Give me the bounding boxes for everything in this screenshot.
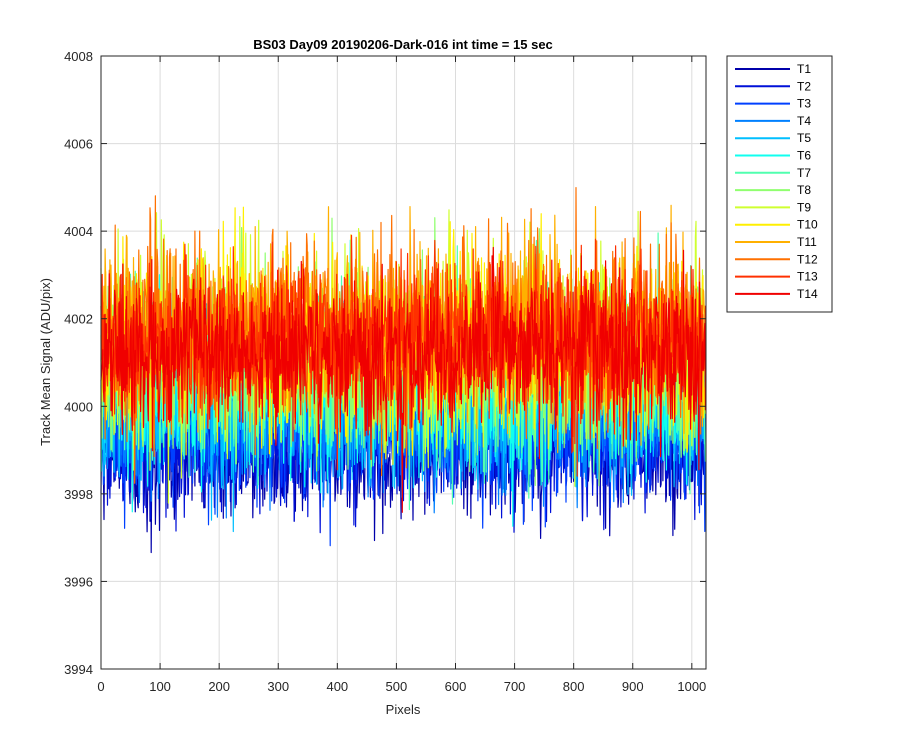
x-tick-label: 0 <box>97 679 104 694</box>
legend-label-t10: T10 <box>797 218 818 232</box>
y-tick-label: 3998 <box>64 487 93 502</box>
data-series <box>100 187 706 554</box>
legend-label-t5: T5 <box>797 131 811 145</box>
x-tick-label: 400 <box>326 679 348 694</box>
y-tick-label: 4002 <box>64 312 93 327</box>
x-tick-label: 200 <box>208 679 230 694</box>
legend-label-t9: T9 <box>797 200 811 214</box>
legend-label-t7: T7 <box>797 166 811 180</box>
series-line-t14 <box>100 246 706 513</box>
legend-label-t4: T4 <box>797 114 811 128</box>
axis-ticks: 0 100 200 300 400 500 600 700 800 900 1000 3994 3996… <box>64 49 706 694</box>
y-tick-label: 3996 <box>64 574 93 589</box>
x-axis-label: Pixels <box>386 702 421 717</box>
y-tick-label: 3994 <box>64 662 93 677</box>
legend-label-t3: T3 <box>797 97 811 111</box>
y-tick-label: 4000 <box>64 399 93 414</box>
plot-frame <box>100 55 707 670</box>
x-tick-label: 900 <box>622 679 644 694</box>
y-tick-label: 4004 <box>64 224 93 239</box>
legend: T1 T2 T3 T4 T5 T6 T7 T8 T9 T10 T11 T12 T13 T14 <box>726 55 833 313</box>
legend-label-t1: T1 <box>797 62 811 76</box>
x-tick-label: 100 <box>149 679 171 694</box>
legend-box <box>726 55 833 313</box>
legend-label-t8: T8 <box>797 183 811 197</box>
y-axis-label: Track Mean Signal (ADU/pix) <box>38 278 53 446</box>
legend-label-t2: T2 <box>797 79 811 93</box>
chart-title: BS03 Day09 20190206-Dark-016 int time = … <box>253 37 553 52</box>
y-tick-label: 4008 <box>64 49 93 64</box>
x-tick-label: 300 <box>267 679 289 694</box>
y-tick-label: 4006 <box>64 137 93 152</box>
x-tick-label: 500 <box>386 679 408 694</box>
legend-label-t6: T6 <box>797 149 811 163</box>
legend-label-t11: T11 <box>797 235 817 249</box>
legend-label-t14: T14 <box>797 287 818 301</box>
legend-label-t13: T13 <box>797 270 818 284</box>
x-tick-label: 700 <box>504 679 526 694</box>
x-tick-label: 600 <box>445 679 467 694</box>
legend-label-t12: T12 <box>797 252 818 266</box>
x-tick-label: 800 <box>563 679 585 694</box>
x-tick-label: 1000 <box>677 679 706 694</box>
